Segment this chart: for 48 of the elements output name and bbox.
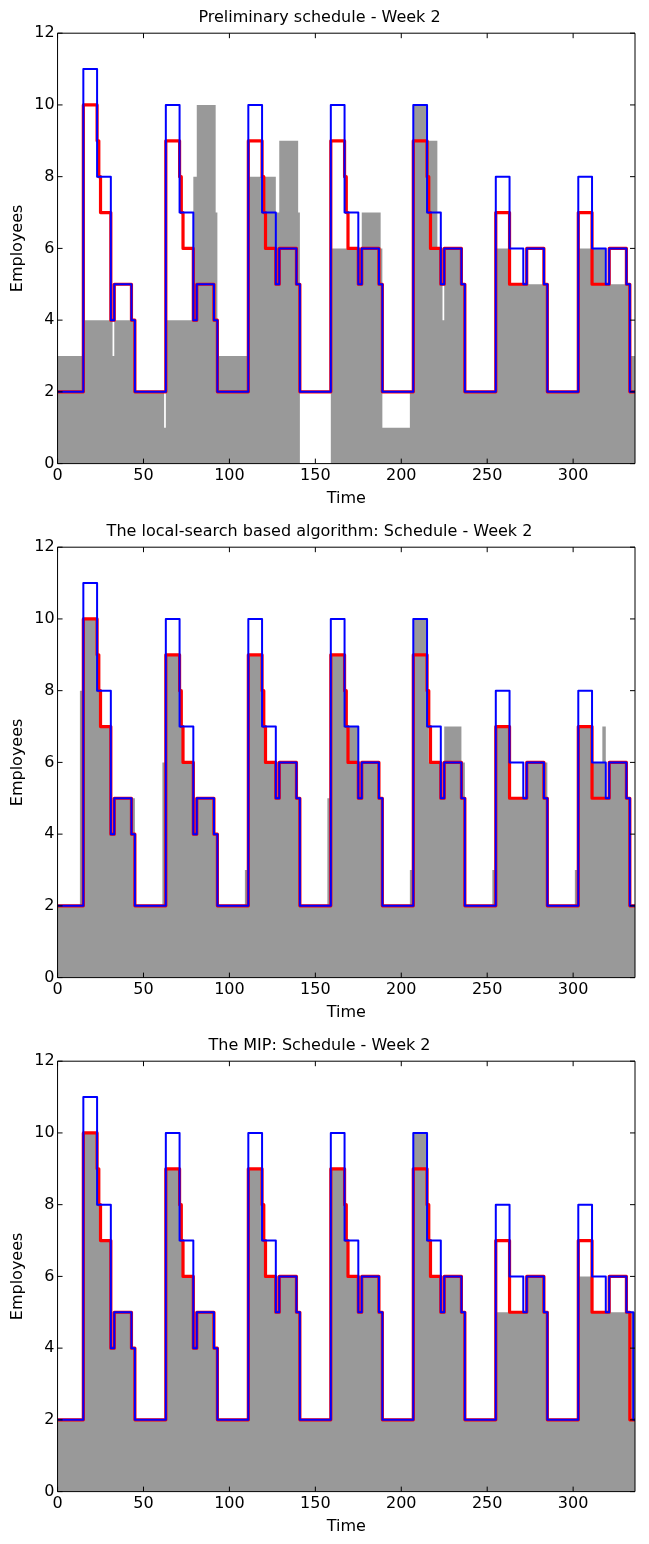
chart-title: The MIP: Schedule - Week 2 (207, 1034, 431, 1054)
x-tick-label: 50 (133, 1493, 154, 1513)
y-tick-label: 8 (44, 165, 55, 185)
x-axis-title: Time (325, 487, 366, 507)
y-axis-title: Employees (6, 718, 26, 807)
x-tick-label: 250 (471, 1493, 503, 1513)
x-tick-label: 200 (386, 1493, 417, 1513)
x-tick-label: 100 (214, 465, 245, 485)
chart-title: Preliminary schedule - Week 2 (198, 6, 441, 26)
y-tick-label: 6 (44, 237, 55, 257)
x-tick-label: 250 (471, 979, 503, 999)
x-tick-label: 100 (214, 979, 245, 999)
y-axis-title: Employees (6, 204, 26, 293)
y-tick-label: 4 (44, 1337, 55, 1357)
y-axis-title: Employees (6, 1232, 26, 1321)
y-tick-label: 4 (44, 309, 55, 329)
x-axis-title: Time (325, 1001, 366, 1021)
x-axis-title: Time (325, 1515, 366, 1535)
x-tick-label: 50 (133, 979, 154, 999)
y-tick-label: 10 (34, 608, 55, 628)
x-tick-label: 100 (214, 1493, 245, 1513)
y-tick-label: 0 (44, 966, 55, 986)
y-tick-label: 12 (34, 1050, 55, 1070)
y-tick-label: 10 (34, 1122, 55, 1142)
x-tick-label: 300 (557, 979, 589, 999)
y-tick-label: 2 (44, 381, 55, 401)
y-tick-label: 0 (44, 452, 55, 472)
chart-title: The local-search based algorithm: Schedule - Week 2 (105, 520, 533, 540)
y-tick-label: 12 (34, 22, 55, 42)
y-tick-label: 6 (44, 751, 55, 771)
y-tick-label: 0 (44, 1480, 55, 1500)
y-tick-label: 2 (44, 895, 55, 915)
x-tick-label: 200 (386, 979, 417, 999)
y-tick-label: 8 (44, 1193, 55, 1213)
y-tick-label: 2 (44, 1409, 55, 1429)
x-tick-label: 150 (300, 465, 331, 485)
y-tick-label: 8 (44, 679, 55, 699)
x-tick-label: 150 (300, 1493, 331, 1513)
y-tick-label: 12 (34, 536, 55, 556)
x-tick-label: 250 (471, 465, 503, 485)
x-tick-label: 150 (300, 979, 331, 999)
x-tick-label: 300 (557, 465, 589, 485)
y-tick-label: 6 (44, 1265, 55, 1285)
x-tick-label: 200 (386, 465, 417, 485)
x-tick-label: 300 (557, 1493, 589, 1513)
x-tick-label: 50 (133, 465, 154, 485)
y-tick-label: 4 (44, 823, 55, 843)
y-tick-label: 10 (34, 94, 55, 114)
